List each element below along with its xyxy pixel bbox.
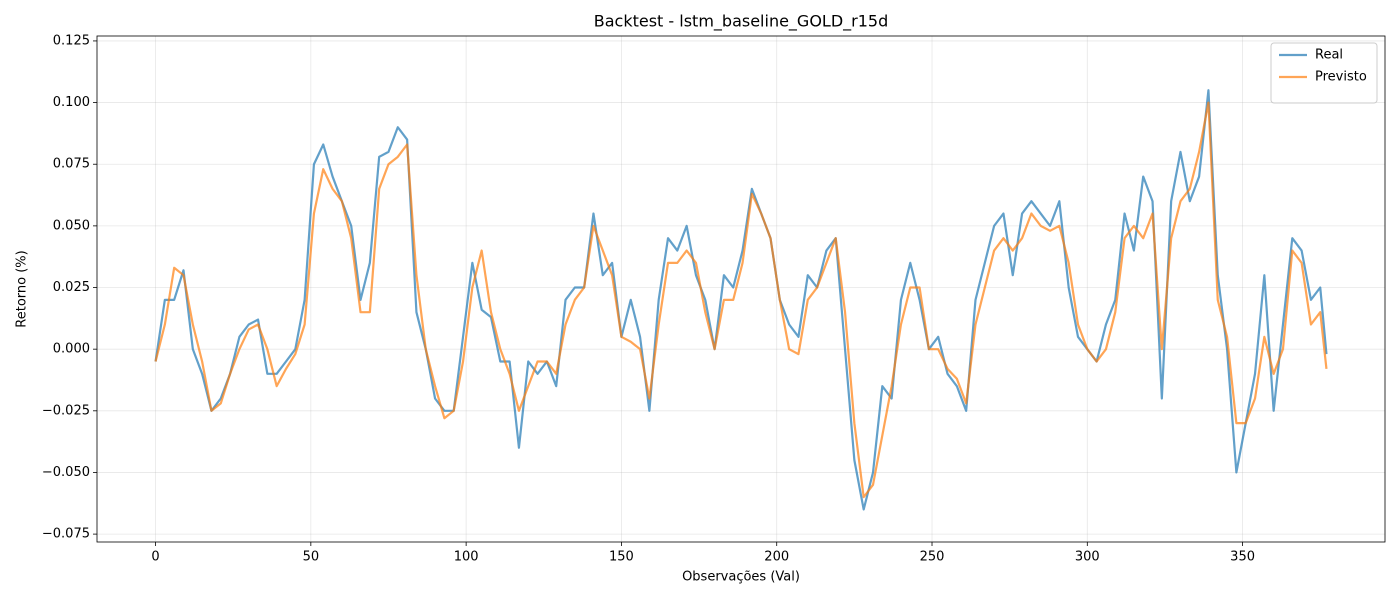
x-tick-label: 350 <box>1230 550 1255 565</box>
x-tick-label: 0 <box>151 550 159 565</box>
x-tick-label: 50 <box>303 550 320 565</box>
y-tick-label: 0.025 <box>53 280 90 295</box>
legend-box <box>1270 42 1378 104</box>
x-tick-label: 100 <box>454 550 479 565</box>
legend: Real Previsto <box>1270 42 1378 104</box>
legend-label: Previsto <box>1315 70 1367 85</box>
y-tick-label: 0.100 <box>53 95 90 110</box>
y-tick-label: 0.075 <box>53 157 90 172</box>
y-tick-label: −0.025 <box>42 403 90 418</box>
x-tick-label: 300 <box>1075 550 1100 565</box>
line-series <box>154 101 1328 499</box>
y-tick-label: 0.050 <box>53 218 90 233</box>
legend-label: Real <box>1315 48 1343 63</box>
y-tick-label: −0.050 <box>42 465 90 480</box>
y-tick-label: −0.075 <box>42 527 90 542</box>
x-tick-label: 150 <box>609 550 634 565</box>
x-axis-label: Observações (Val) <box>682 570 800 585</box>
chart-title: Backtest - lstm_baseline_GOLD_r15d <box>594 12 889 32</box>
line-series <box>154 89 1328 511</box>
y-axis-label: Retorno (%) <box>15 250 30 327</box>
x-tick-label: 250 <box>920 550 945 565</box>
x-tick-label: 200 <box>764 550 789 565</box>
y-tick-label: 0.000 <box>53 342 90 357</box>
plot-frame <box>96 35 1386 543</box>
y-tick-label: 0.125 <box>53 33 90 48</box>
